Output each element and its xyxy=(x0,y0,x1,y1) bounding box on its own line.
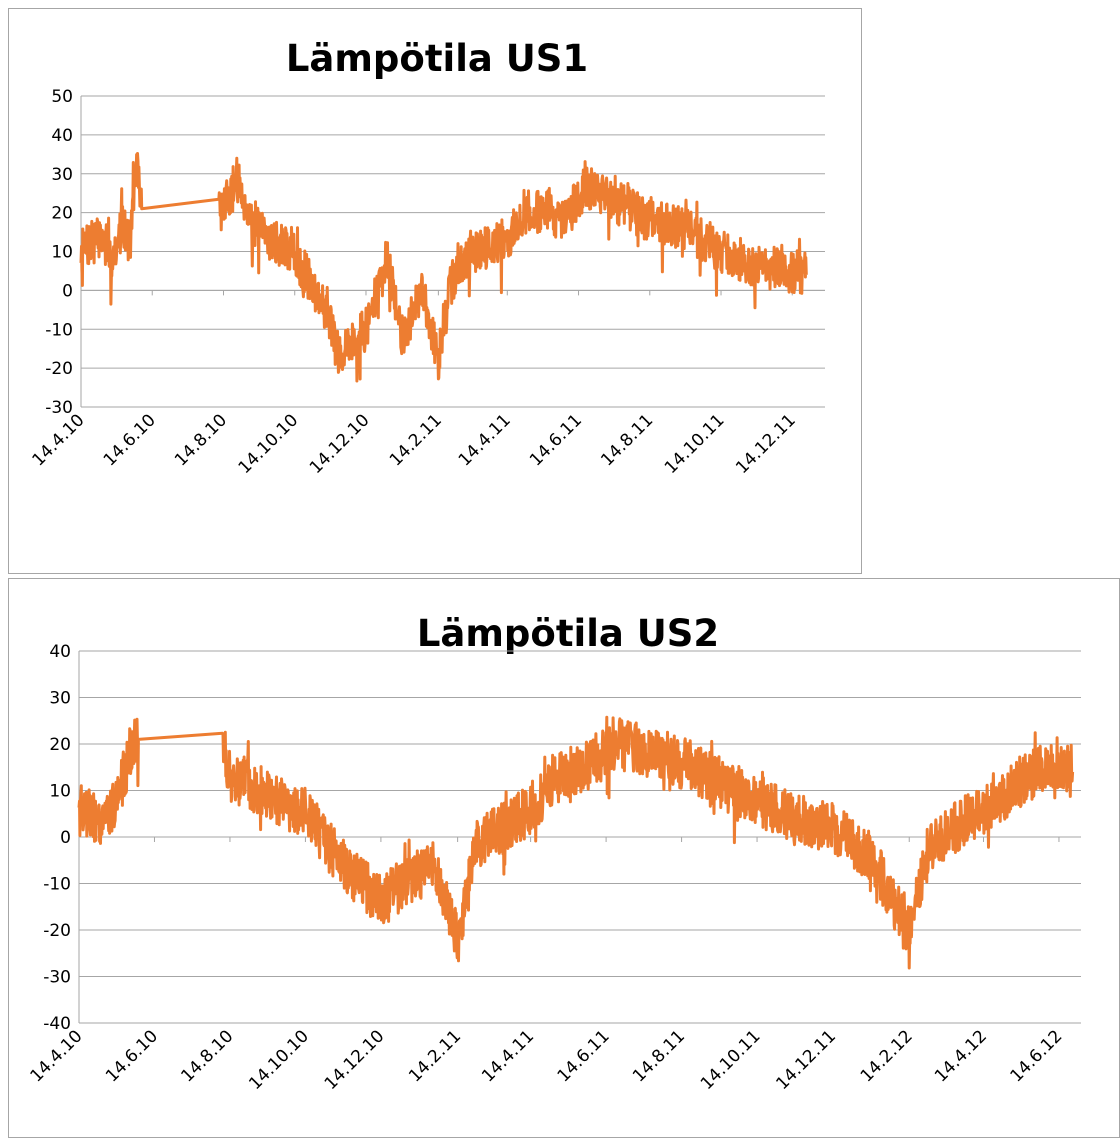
y-tick-label: -40 xyxy=(43,1014,71,1034)
x-tick-label: 14.6.11 xyxy=(554,1026,614,1086)
x-tick-label: 14.8.11 xyxy=(597,410,657,470)
x-tick-label: 14.12.10 xyxy=(321,1026,389,1094)
x-tick-label: 14.4.10 xyxy=(29,410,89,470)
y-tick-label: 40 xyxy=(49,642,71,662)
x-tick-label: 14.6.11 xyxy=(526,410,586,470)
x-tick-label: 14.12.10 xyxy=(306,410,374,478)
x-tick-label: 14.10.10 xyxy=(235,410,303,478)
y-tick-label: 10 xyxy=(51,243,73,263)
x-tick-label: 14.6.12 xyxy=(1006,1026,1066,1086)
chart-us1-svg: Lämpötila US1 50403020100-10-20-3014.4.1… xyxy=(29,37,825,478)
chart-us2: Lämpötila US2 40 30 20 10 0 -10 -20 -30 -40 14.4.… xyxy=(8,578,1120,1138)
x-tick-label: 14.8.10 xyxy=(177,1026,237,1086)
x-tick-label: 14.4.11 xyxy=(455,410,515,470)
chart-us1: Lämpötila US1 50 40 30 20 10 0 -10 -20 -30 14.4.1… xyxy=(8,8,862,574)
x-tick-label: 14.10.11 xyxy=(697,1026,765,1094)
x-tick-label: 14.2.12 xyxy=(857,1026,917,1086)
x-tick-label: 14.8.11 xyxy=(629,1026,689,1086)
y-tick-label: -30 xyxy=(45,398,73,418)
y-tick-label: 50 xyxy=(51,87,73,107)
chart-us2-svg: Lämpötila US2 403020100-10-20-30-4014.4.… xyxy=(27,612,1081,1094)
y-tick-label: -20 xyxy=(43,921,71,941)
x-tick-label: 14.12.11 xyxy=(732,410,800,478)
y-tick-label: 40 xyxy=(51,126,73,146)
y-tick-label: -30 xyxy=(43,968,71,988)
x-tick-label: 14.4.10 xyxy=(27,1026,87,1086)
x-tick-label: 14.10.10 xyxy=(245,1026,313,1094)
x-tick-label: 14.2.11 xyxy=(386,410,446,470)
x-tick-label: 14.8.10 xyxy=(171,410,231,470)
y-tick-label: -10 xyxy=(45,320,73,340)
y-tick-label: 30 xyxy=(49,689,71,709)
y-tick-label: 20 xyxy=(49,735,71,755)
x-tick-label: 14.10.11 xyxy=(661,410,729,478)
x-tick-label: 14.6.10 xyxy=(100,410,160,470)
y-tick-label: -10 xyxy=(43,875,71,895)
x-tick-label: 14.4.11 xyxy=(478,1026,538,1086)
chart-title: Lämpötila US1 xyxy=(286,37,588,80)
y-tick-label: 10 xyxy=(49,782,71,802)
y-tick-label: 0 xyxy=(60,828,71,848)
x-tick-label: 14.2.11 xyxy=(405,1026,465,1086)
chart-title: Lämpötila US2 xyxy=(417,612,719,655)
series-line xyxy=(77,715,1075,970)
y-tick-label: 30 xyxy=(51,165,73,185)
y-tick-label: 20 xyxy=(51,204,73,224)
y-tick-label: 0 xyxy=(62,281,73,301)
x-tick-label: 14.6.10 xyxy=(102,1026,162,1086)
x-tick-label: 14.4.12 xyxy=(931,1026,991,1086)
y-tick-label: -20 xyxy=(45,359,73,379)
series-line xyxy=(79,152,808,383)
x-tick-label: 14.12.11 xyxy=(772,1026,840,1094)
